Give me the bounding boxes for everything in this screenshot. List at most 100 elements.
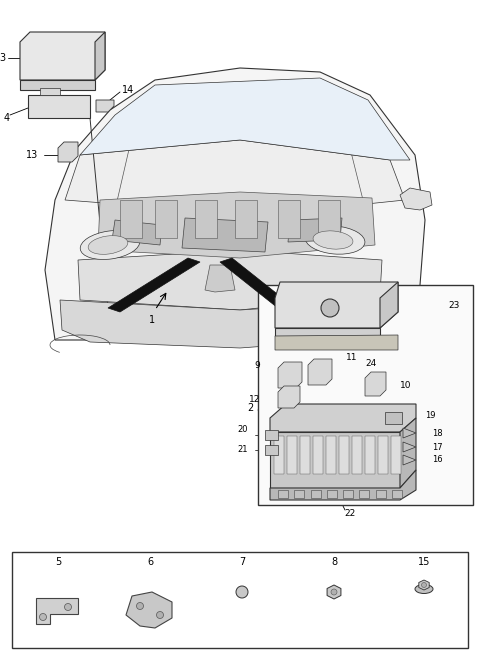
Ellipse shape [80,230,140,260]
Bar [12,552,468,648]
Polygon shape [288,218,342,242]
Bar [360,490,370,498]
Polygon shape [400,418,416,488]
Text: 12: 12 [249,396,260,405]
Polygon shape [65,140,405,215]
Text: 21: 21 [238,445,248,455]
Text: 22: 22 [344,510,356,518]
Polygon shape [365,372,386,396]
Text: 6: 6 [147,557,153,567]
Polygon shape [98,192,375,258]
Polygon shape [400,188,432,210]
Bar [327,490,337,498]
Polygon shape [380,282,398,328]
Text: 20: 20 [238,426,248,434]
Ellipse shape [313,231,353,249]
Bar [294,490,304,498]
Polygon shape [265,430,278,440]
Bar [258,285,473,505]
Bar [376,490,386,498]
Polygon shape [275,282,398,328]
Text: 19: 19 [425,411,435,419]
Circle shape [64,604,72,611]
Text: 16: 16 [432,455,443,464]
Text: 2: 2 [247,403,253,413]
Circle shape [331,589,337,595]
Text: 18: 18 [432,428,443,438]
Text: 1: 1 [149,315,155,325]
Bar [278,200,300,238]
Text: 13: 13 [26,150,38,160]
Text: 4: 4 [4,113,10,123]
Polygon shape [275,335,398,350]
Text: 8: 8 [331,557,337,567]
Bar [391,436,401,474]
Circle shape [39,613,47,621]
Bar [352,436,362,474]
Polygon shape [270,404,416,432]
Circle shape [136,602,144,609]
Circle shape [421,583,427,588]
Polygon shape [126,592,172,628]
Bar [235,200,257,238]
Text: 17: 17 [432,443,443,451]
Circle shape [156,611,164,619]
Polygon shape [60,300,400,348]
Text: 14: 14 [122,85,134,95]
Bar [378,436,388,474]
Polygon shape [327,585,341,599]
Polygon shape [385,412,402,424]
Text: 23: 23 [448,300,459,310]
Text: 15: 15 [418,557,430,567]
Polygon shape [308,359,332,385]
Bar [300,436,310,474]
Text: 7: 7 [239,557,245,567]
Circle shape [236,586,248,598]
Text: 9: 9 [254,361,260,369]
Polygon shape [80,78,410,160]
Polygon shape [78,250,382,310]
Polygon shape [40,88,60,95]
Polygon shape [265,445,278,455]
Polygon shape [278,362,302,388]
Ellipse shape [88,236,128,255]
Bar [339,436,349,474]
Polygon shape [403,442,416,452]
Polygon shape [419,580,429,590]
Circle shape [321,299,339,317]
Bar [318,200,340,238]
Text: 11: 11 [346,352,358,361]
Bar [311,490,321,498]
Bar [120,200,142,238]
Polygon shape [45,68,425,340]
Polygon shape [270,432,400,488]
Polygon shape [112,220,162,245]
Polygon shape [205,265,235,292]
Text: 5: 5 [55,557,61,567]
Bar [195,200,217,238]
Bar [313,436,323,474]
Polygon shape [275,328,380,336]
Bar [274,436,284,474]
Polygon shape [278,386,300,408]
Polygon shape [403,455,416,465]
Polygon shape [270,470,416,500]
Polygon shape [58,142,78,162]
Text: 10: 10 [400,380,411,390]
Bar [365,436,375,474]
Text: 3: 3 [0,53,5,63]
Polygon shape [96,100,114,112]
Bar [392,490,402,498]
Text: 24: 24 [365,358,376,367]
Bar [278,490,288,498]
Polygon shape [220,258,310,324]
Polygon shape [20,32,105,80]
Polygon shape [108,258,200,312]
Polygon shape [28,95,90,118]
Bar [343,490,353,498]
Ellipse shape [305,226,365,254]
Polygon shape [20,80,95,90]
Bar [155,200,177,238]
Polygon shape [182,218,268,252]
Polygon shape [36,598,78,624]
